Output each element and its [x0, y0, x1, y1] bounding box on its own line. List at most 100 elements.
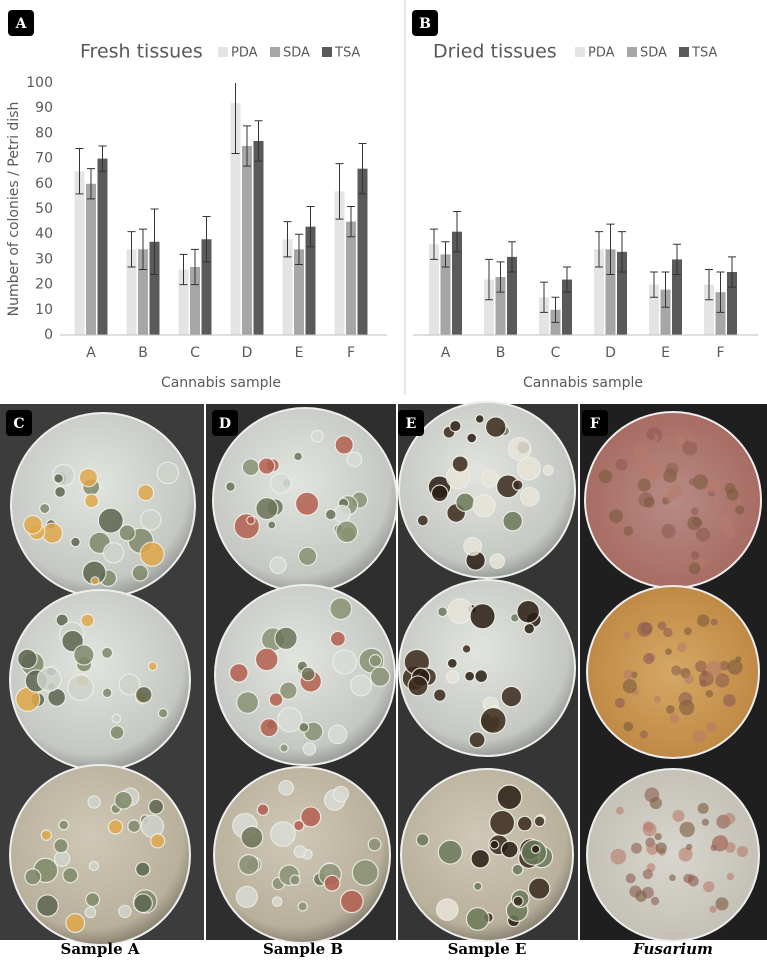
colony	[623, 721, 634, 732]
colony	[461, 644, 472, 654]
x-tick-label: B	[138, 345, 148, 361]
colony	[368, 654, 383, 668]
colony	[256, 803, 270, 816]
colony	[500, 685, 523, 708]
colony	[542, 464, 554, 476]
colony	[646, 842, 659, 855]
x-tick-label: B	[496, 345, 506, 361]
colony	[719, 660, 730, 671]
y-tick-label: 80	[35, 125, 53, 141]
error-bar	[496, 261, 505, 293]
colony	[688, 478, 697, 486]
colony	[679, 821, 695, 838]
colony	[696, 527, 711, 542]
colony	[70, 536, 81, 548]
panel-badge	[412, 10, 438, 36]
y-tick-label: 90	[35, 100, 53, 116]
colony	[527, 877, 551, 900]
bar	[440, 254, 451, 335]
colony	[269, 556, 287, 574]
colony	[84, 906, 97, 919]
colony	[407, 675, 429, 697]
colony	[623, 632, 631, 640]
colony	[609, 509, 623, 524]
colony	[516, 815, 533, 832]
colony	[647, 433, 656, 441]
colony	[629, 885, 642, 898]
colony	[329, 597, 353, 621]
colony	[228, 663, 249, 683]
bar	[190, 266, 200, 335]
colony	[137, 484, 155, 502]
colony	[663, 627, 673, 638]
error-bar	[508, 241, 516, 273]
colony	[642, 822, 657, 837]
colony	[643, 497, 655, 508]
colony	[726, 872, 734, 881]
colony	[692, 474, 709, 490]
bar	[357, 168, 368, 335]
colony	[669, 714, 679, 724]
colony	[640, 622, 653, 635]
plot-area	[429, 211, 737, 335]
chart-title: Dried tissues	[433, 41, 557, 63]
colony	[437, 839, 463, 865]
colony	[302, 742, 317, 756]
error-bar	[191, 248, 199, 286]
error-bar	[551, 296, 560, 323]
colony	[622, 679, 637, 694]
colony	[465, 907, 490, 931]
colony	[157, 707, 169, 719]
colony	[147, 661, 158, 672]
panel-badge	[6, 410, 32, 436]
colony	[598, 469, 613, 484]
error-bar	[254, 120, 263, 162]
y-tick-label: 60	[35, 176, 53, 192]
colony	[150, 833, 166, 849]
colony	[235, 885, 259, 908]
bar	[201, 239, 212, 335]
error-bar	[283, 221, 292, 258]
error-bar	[606, 223, 615, 276]
colony	[677, 642, 687, 653]
colony	[665, 705, 675, 714]
error-bar	[295, 233, 303, 265]
colony	[127, 819, 141, 834]
colony	[649, 797, 662, 810]
colony	[735, 505, 745, 515]
x-tick-label: C	[551, 345, 561, 361]
bar	[704, 284, 714, 335]
colony	[131, 564, 149, 582]
colony	[496, 784, 523, 811]
error-bar	[139, 228, 147, 270]
colony	[350, 674, 373, 697]
colony	[701, 818, 710, 826]
colony	[416, 514, 429, 527]
colony	[615, 458, 628, 471]
colony	[644, 463, 661, 480]
colony	[642, 869, 653, 880]
colony	[725, 528, 736, 539]
error-bar	[563, 266, 571, 293]
colony	[469, 603, 496, 630]
colony	[735, 656, 742, 663]
colony	[625, 873, 636, 884]
chart-title: Fresh tissues	[80, 41, 203, 63]
legend-label: PDA	[231, 46, 258, 61]
colony	[678, 692, 693, 706]
colony	[118, 673, 141, 696]
colony	[278, 779, 294, 796]
colony	[36, 666, 62, 692]
colony	[339, 889, 364, 914]
photo-panels	[0, 401, 767, 946]
caption: Sample A	[60, 940, 139, 958]
colony	[616, 806, 624, 815]
colony	[530, 844, 541, 854]
colony	[67, 674, 94, 702]
bar	[305, 226, 316, 335]
colony	[690, 507, 699, 516]
colony	[507, 436, 532, 461]
colony	[332, 649, 358, 675]
colony	[481, 469, 499, 488]
panel-badge	[582, 410, 608, 436]
